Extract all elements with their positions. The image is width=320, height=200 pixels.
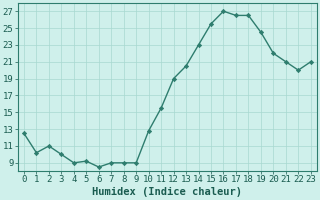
X-axis label: Humidex (Indice chaleur): Humidex (Indice chaleur) <box>92 187 242 197</box>
